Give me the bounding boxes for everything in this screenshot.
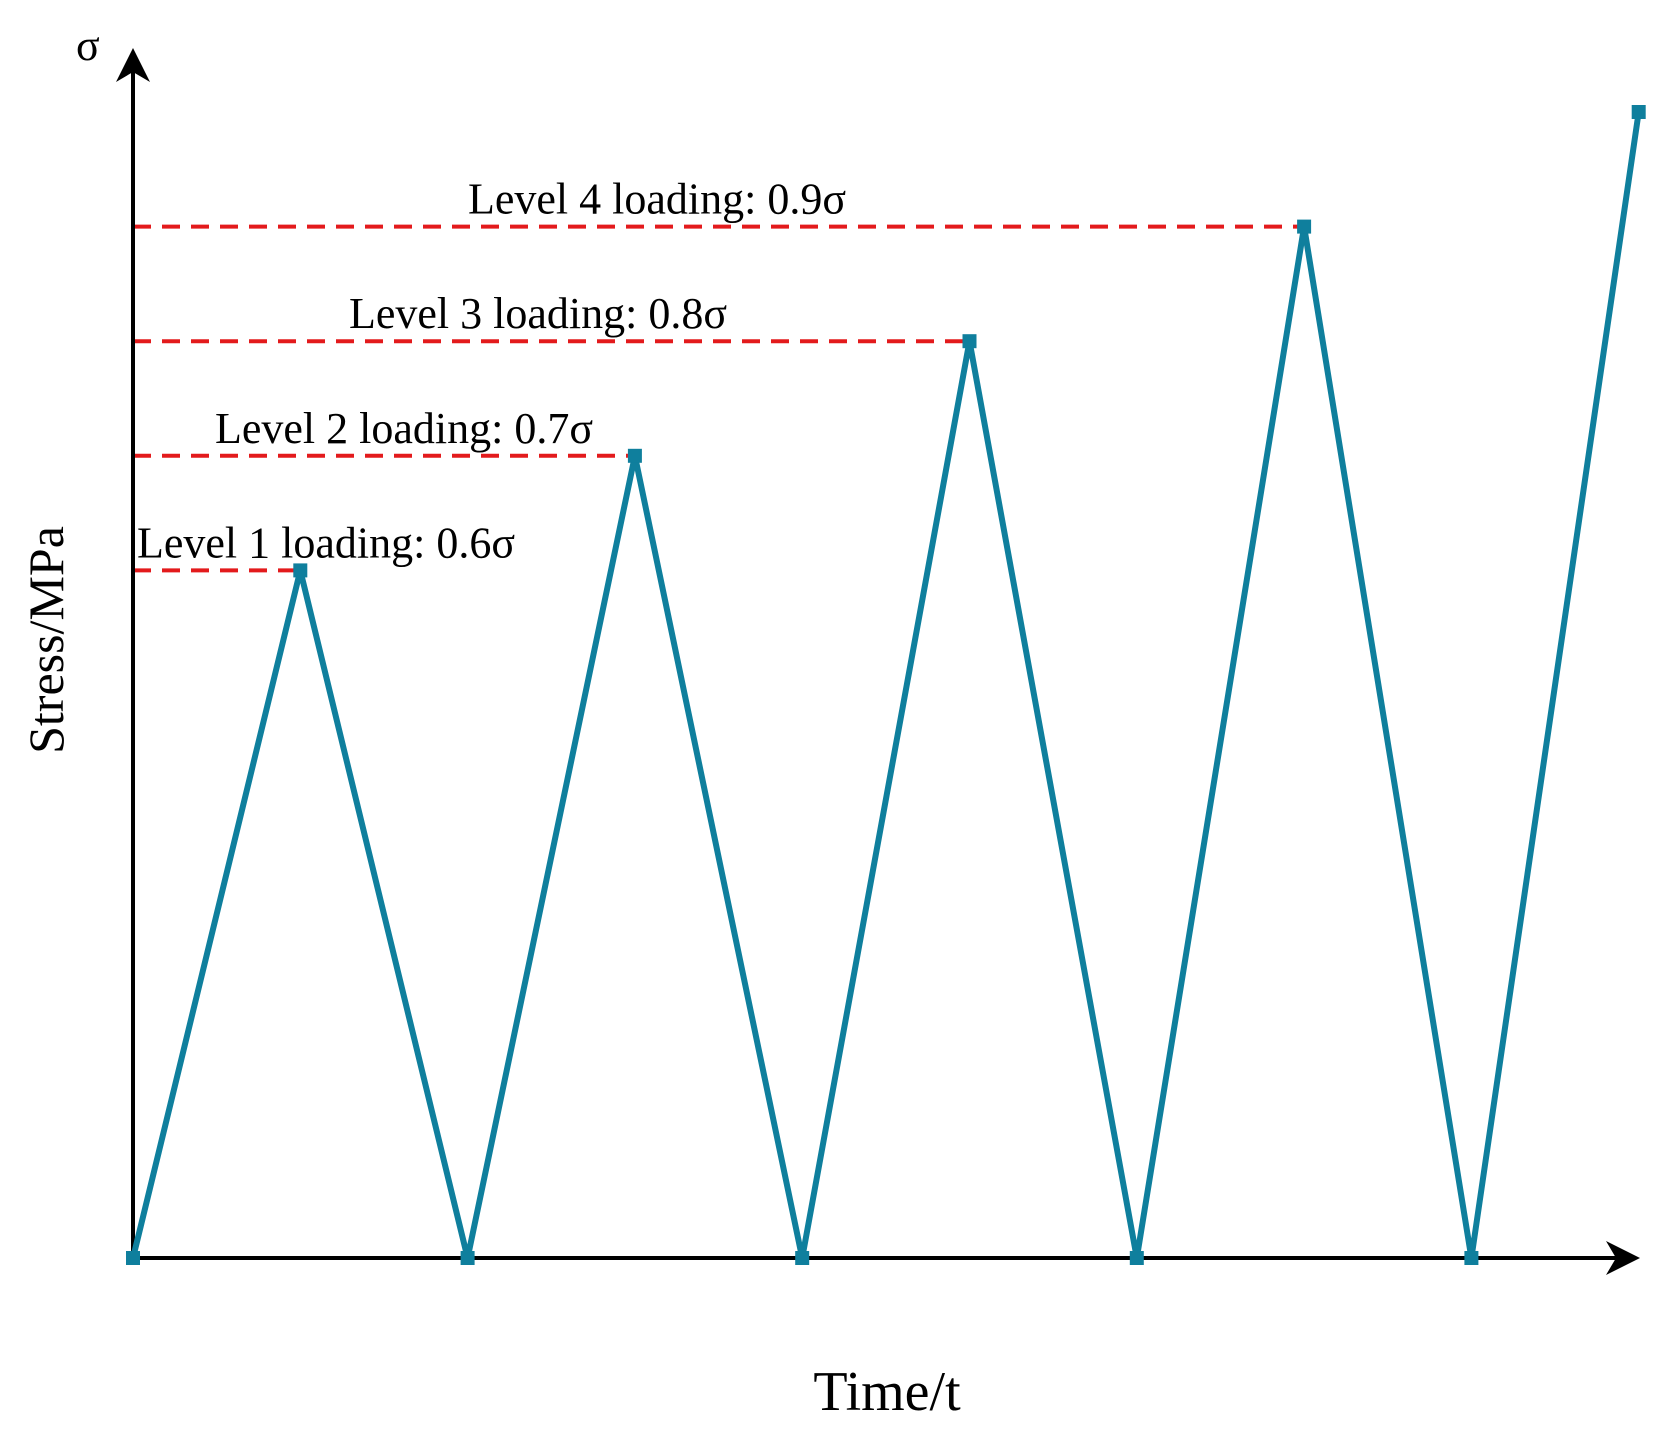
data-markers xyxy=(126,105,1646,1265)
x-axis-label: Time/t xyxy=(813,1361,961,1423)
reference-label-level-2: Level 2 loading: 0.7σ xyxy=(215,404,593,453)
data-point-2 xyxy=(460,1251,475,1265)
reference-lines xyxy=(133,224,1305,573)
y-axis-symbol: σ xyxy=(76,21,100,70)
x-axis-arrow-icon xyxy=(1606,1241,1640,1275)
reference-label-level-3: Level 3 loading: 0.8σ xyxy=(349,289,727,338)
data-point-4 xyxy=(795,1251,810,1265)
y-axis-arrow-icon xyxy=(116,48,150,82)
data-point-7 xyxy=(1297,219,1312,234)
y-axis-label: Stress/MPa xyxy=(18,526,74,754)
data-point-0 xyxy=(126,1251,140,1265)
reference-labels: Level 1 loading: 0.6σ Level 2 loading: 0.… xyxy=(137,175,846,568)
data-point-9 xyxy=(1631,105,1646,119)
data-point-1 xyxy=(293,563,308,578)
reference-label-level-1: Level 1 loading: 0.6σ xyxy=(137,518,515,567)
reference-label-level-4: Level 4 loading: 0.9σ xyxy=(468,175,846,224)
axes xyxy=(116,48,1640,1275)
data-point-6 xyxy=(1129,1251,1144,1265)
series-line xyxy=(130,111,1642,1259)
data-point-8 xyxy=(1464,1251,1479,1265)
series-line-group xyxy=(130,111,1642,1259)
data-point-5 xyxy=(962,334,977,349)
data-point-3 xyxy=(627,448,642,463)
